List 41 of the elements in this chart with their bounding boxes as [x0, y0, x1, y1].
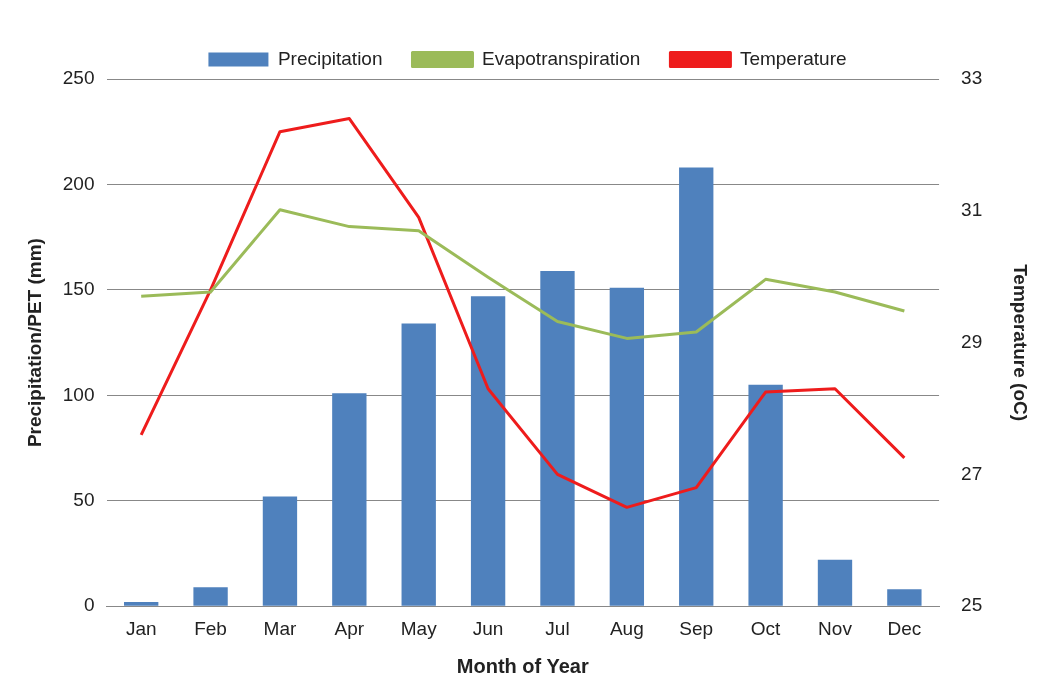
y-axis-title: Precipitation/PET (mm)	[23, 238, 45, 448]
legend-label: Evapotranspiration	[481, 47, 641, 69]
bar	[887, 589, 922, 606]
y-tick-label: 0	[83, 594, 95, 616]
bar	[332, 393, 367, 606]
y2-tick-label: 33	[961, 67, 983, 89]
y-tick-label: 100	[62, 383, 95, 405]
x-tick-label: May	[400, 617, 438, 639]
bar	[817, 559, 853, 606]
legend-label: Temperature	[739, 47, 847, 69]
y-tick-label: 250	[62, 67, 95, 89]
bar	[540, 270, 575, 606]
y2-axis-title: Temperature (oC)	[1010, 264, 1032, 422]
x-tick-label: Dec	[887, 617, 922, 639]
x-tick-label: Aug	[609, 617, 644, 639]
bar	[124, 601, 159, 606]
x-axis-title: Month of Year	[456, 654, 589, 677]
x-tick-label: Feb	[194, 617, 227, 639]
x-tick-label: Jul	[545, 617, 570, 639]
bar	[748, 384, 783, 606]
y2-tick-label: 27	[961, 462, 983, 484]
y-tick-label: 150	[62, 278, 95, 300]
x-tick-label: Oct	[750, 617, 782, 639]
bar	[193, 587, 228, 606]
y2-tick-label: 31	[961, 199, 983, 221]
x-tick-label: Nov	[818, 617, 853, 639]
bar	[470, 296, 506, 606]
x-tick-label: Sep	[679, 617, 714, 639]
x-tick-label: Apr	[334, 617, 365, 639]
x-tick-label: Jan	[125, 617, 157, 639]
y-tick-label: 200	[62, 172, 95, 194]
bar	[262, 496, 298, 606]
bar	[609, 287, 645, 606]
y2-tick-label: 25	[961, 594, 983, 616]
x-tick-label: Mar	[263, 617, 297, 639]
y-tick-label: 50	[73, 488, 95, 510]
legend-label: Precipitation	[277, 47, 383, 69]
y2-tick-label: 29	[961, 330, 983, 352]
x-tick-label: Jun	[472, 617, 504, 639]
bar	[679, 167, 714, 606]
bar	[401, 323, 436, 606]
